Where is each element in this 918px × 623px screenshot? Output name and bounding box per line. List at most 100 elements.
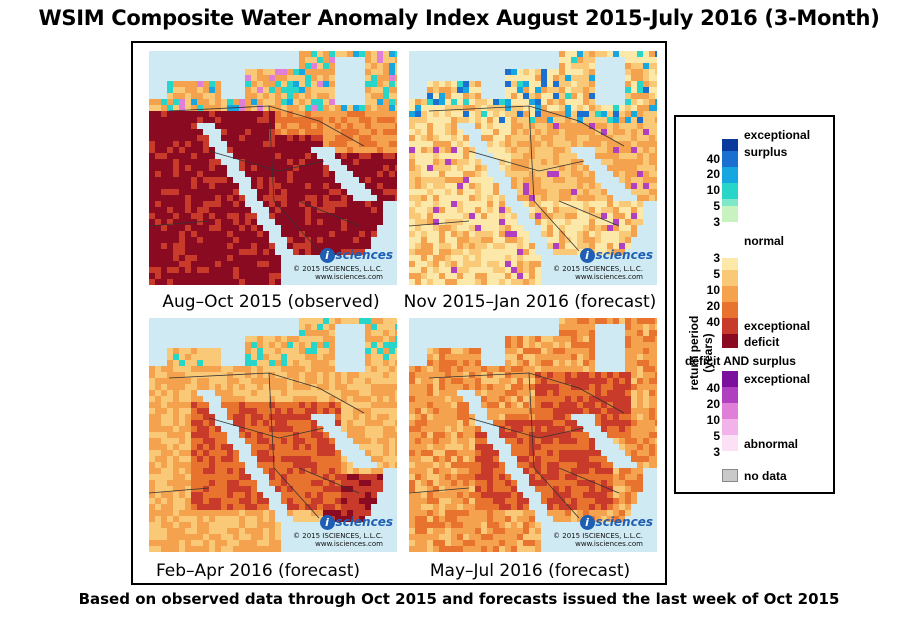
map-cell: [451, 354, 457, 360]
map-cell: [517, 384, 523, 390]
map-cell: [619, 474, 625, 480]
map-cell: [275, 171, 281, 177]
map-cell: [523, 342, 529, 348]
map-cell: [409, 147, 415, 153]
map-cell: [227, 195, 233, 201]
map-cell: [457, 456, 463, 462]
map-cell: [257, 159, 263, 165]
map-cell: [535, 219, 541, 225]
map-cell: [395, 177, 397, 183]
map-cell: [583, 201, 589, 207]
map-cell: [511, 141, 517, 147]
map-cell: [347, 504, 353, 510]
map-cell: [395, 330, 397, 336]
map-cell: [535, 534, 541, 540]
map-cell: [317, 105, 323, 111]
map-cell: [505, 534, 511, 540]
map-cell: [305, 420, 311, 426]
map-cell: [317, 348, 323, 354]
map-cell: [383, 324, 389, 330]
map-cell: [389, 438, 395, 444]
map-cell: [583, 378, 589, 384]
map-cell: [233, 135, 239, 141]
map-cell: [203, 450, 209, 456]
map-cell: [421, 402, 427, 408]
map-cell: [317, 87, 323, 93]
map-cell: [643, 159, 649, 165]
map-cell: [541, 486, 547, 492]
map-cell: [649, 414, 655, 420]
map-cell: [643, 462, 649, 468]
map-cell: [329, 384, 335, 390]
map-cell: [239, 390, 245, 396]
map-cell: [173, 159, 179, 165]
map-cell: [655, 141, 657, 147]
map-cell: [209, 213, 215, 219]
map-cell: [191, 450, 197, 456]
map-cell: [227, 408, 233, 414]
map-cell: [173, 147, 179, 153]
map-cell: [281, 336, 287, 342]
map-cell: [329, 360, 335, 366]
map-cell: [227, 189, 233, 195]
map-cell: [383, 153, 389, 159]
map-cell: [457, 243, 463, 249]
map-cell: [335, 123, 341, 129]
map-cell: [161, 171, 167, 177]
map-cell: [353, 396, 359, 402]
map-cell: [487, 396, 493, 402]
map-cell: [377, 462, 383, 468]
map-cell: [427, 366, 433, 372]
map-cell: [433, 402, 439, 408]
map-cell: [577, 213, 583, 219]
map-cell: [643, 87, 649, 93]
map-cell: [245, 522, 251, 528]
map-cell: [269, 93, 275, 99]
map-cell: [371, 99, 377, 105]
map-cell: [257, 354, 263, 360]
map-cell: [463, 117, 469, 123]
map-cell: [421, 468, 427, 474]
map-cell: [239, 279, 245, 285]
map-cell: [233, 498, 239, 504]
map-cell: [649, 129, 655, 135]
map-cell: [263, 360, 269, 366]
map-cell: [439, 408, 445, 414]
map-cell: [161, 480, 167, 486]
map-cell: [445, 123, 451, 129]
map-cell: [451, 510, 457, 516]
map-cell: [203, 348, 209, 354]
map-cell: [167, 183, 173, 189]
map-cell: [517, 420, 523, 426]
map-cell: [655, 177, 657, 183]
map-cell: [347, 432, 353, 438]
map-cell: [347, 117, 353, 123]
map-cell: [475, 372, 481, 378]
map-cell: [457, 183, 463, 189]
map-cell: [451, 81, 457, 87]
map-cell: [155, 516, 161, 522]
map-cell: [541, 75, 547, 81]
map-cell: [293, 456, 299, 462]
map-cell: [535, 420, 541, 426]
map-cell: [655, 69, 657, 75]
map-cell: [269, 171, 275, 177]
map-cell: [251, 522, 257, 528]
map-cell: [203, 159, 209, 165]
map-cell: [173, 129, 179, 135]
map-cell: [469, 504, 475, 510]
map-cell: [281, 87, 287, 93]
map-cell: [583, 87, 589, 93]
map-cell: [173, 366, 179, 372]
map-cell: [389, 348, 395, 354]
map-cell: [173, 360, 179, 366]
map-cell: [571, 141, 577, 147]
map-cell: [601, 51, 607, 57]
map-cell: [245, 528, 251, 534]
map-cell: [161, 159, 167, 165]
map-cell: [167, 255, 173, 261]
map-cell: [263, 75, 269, 81]
map-cell: [625, 111, 631, 117]
map-cell: [383, 348, 389, 354]
map-cell: [305, 456, 311, 462]
